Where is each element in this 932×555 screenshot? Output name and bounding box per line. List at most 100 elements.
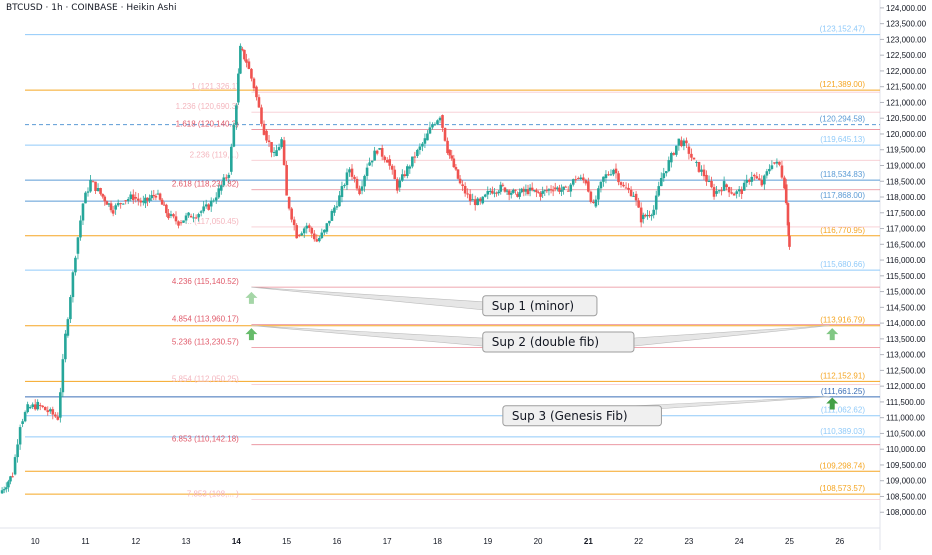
callout-box[interactable]: Sup 1 (minor) — [482, 295, 598, 317]
candle-body — [413, 156, 417, 158]
candle-body — [28, 407, 32, 409]
candle-body — [770, 165, 774, 169]
candle-body — [59, 392, 62, 418]
candle-body — [134, 197, 138, 199]
y-tick-label: 118,500.00 — [886, 177, 926, 186]
candle-body — [272, 151, 276, 153]
candle-body — [520, 188, 524, 193]
y-tick-label: 120,000.00 — [886, 130, 927, 139]
candle-body — [385, 159, 389, 163]
candle-body — [478, 198, 482, 201]
candle-body — [560, 189, 563, 192]
fib-label: 2.618 (118,230.82) — [172, 180, 239, 189]
candle-body — [0, 490, 4, 494]
candle-body — [476, 198, 480, 206]
fib-label: 2.236 (119,...) — [190, 150, 240, 159]
candle-body — [174, 216, 178, 222]
fib-label: 1.618 (120,140.2) — [176, 120, 239, 129]
candle-body — [114, 205, 117, 210]
candle-body — [675, 145, 678, 155]
candle-body — [305, 225, 309, 229]
candle-body — [712, 187, 716, 197]
candle-body — [287, 197, 291, 209]
candle-body — [765, 171, 769, 176]
candle-body — [530, 187, 534, 191]
callout-box[interactable]: Sup 3 (Genesis Fib) — [502, 405, 662, 427]
candle-body — [282, 140, 286, 165]
candle-body — [652, 209, 656, 216]
candle-body — [61, 359, 65, 393]
candle-body — [597, 188, 600, 200]
fib-label: 1 (121,326.1) — [191, 82, 239, 91]
candle-body — [199, 211, 203, 213]
candle-body — [320, 232, 324, 239]
level-label: (110,389.03) — [820, 427, 865, 436]
candle-body — [265, 130, 268, 141]
candle-body — [165, 204, 168, 214]
candle-body — [103, 196, 107, 202]
candle-body — [247, 61, 251, 69]
candle-body — [48, 409, 52, 412]
y-tick-label: 114,500.00 — [886, 303, 926, 312]
candle-body — [456, 169, 460, 179]
candle-body — [400, 174, 404, 181]
candle-body — [26, 404, 29, 413]
candle-body — [659, 178, 663, 187]
candle-body — [670, 153, 673, 163]
candle-body — [99, 187, 102, 194]
y-tick-label: 121,000.00 — [886, 98, 927, 107]
candle-body — [189, 215, 193, 218]
candle-body — [763, 175, 766, 185]
candle-body — [290, 208, 293, 220]
candle-body — [685, 140, 688, 144]
up-arrow-icon — [245, 328, 258, 341]
candle-body — [566, 190, 570, 192]
y-tick-label: 113,500.00 — [886, 335, 926, 344]
candle-body — [619, 182, 623, 185]
candle-body — [383, 156, 386, 160]
candle-body — [416, 149, 419, 157]
candle-body — [783, 177, 786, 189]
candle-body — [722, 181, 726, 191]
callout-pointer — [633, 325, 830, 347]
candle-body — [79, 220, 82, 238]
callout-pointer — [251, 286, 484, 311]
candle-body — [750, 176, 754, 182]
candle-body — [262, 123, 266, 135]
candle-body — [431, 124, 434, 128]
candle-body — [562, 186, 565, 190]
candle-body — [86, 191, 90, 193]
x-tick-label: 13 — [182, 537, 191, 546]
candle-body — [64, 333, 67, 360]
candle-body — [574, 179, 578, 181]
candle-body — [18, 427, 22, 445]
candle-body — [267, 140, 271, 143]
candle-body — [553, 187, 557, 189]
fib-label: 4.854 (113,960.17) — [172, 314, 239, 323]
candle-body — [760, 179, 764, 186]
x-tick-label: 20 — [534, 537, 543, 546]
candle-body — [212, 200, 216, 202]
candle-body — [507, 190, 511, 195]
candle-body — [23, 412, 27, 422]
y-tick-label: 113,000.00 — [886, 351, 926, 360]
candle-body — [499, 184, 503, 192]
candle-body — [587, 181, 590, 192]
candle-body — [650, 215, 653, 217]
y-tick-label: 124,000.00 — [886, 4, 927, 13]
y-tick-label: 122,500.00 — [886, 51, 927, 60]
candle-body — [461, 184, 464, 186]
candle-body — [569, 184, 573, 192]
candle-body — [505, 190, 509, 192]
callout-box[interactable]: Sup 2 (double fib) — [482, 331, 635, 353]
candle-body — [727, 187, 731, 193]
candle-body — [702, 169, 706, 177]
candle-body — [589, 191, 593, 202]
candle-body — [81, 203, 85, 221]
candle-body — [257, 97, 261, 108]
level-label: (116,770.95) — [820, 226, 865, 235]
candle-body — [775, 161, 779, 164]
candle-body — [241, 48, 244, 50]
